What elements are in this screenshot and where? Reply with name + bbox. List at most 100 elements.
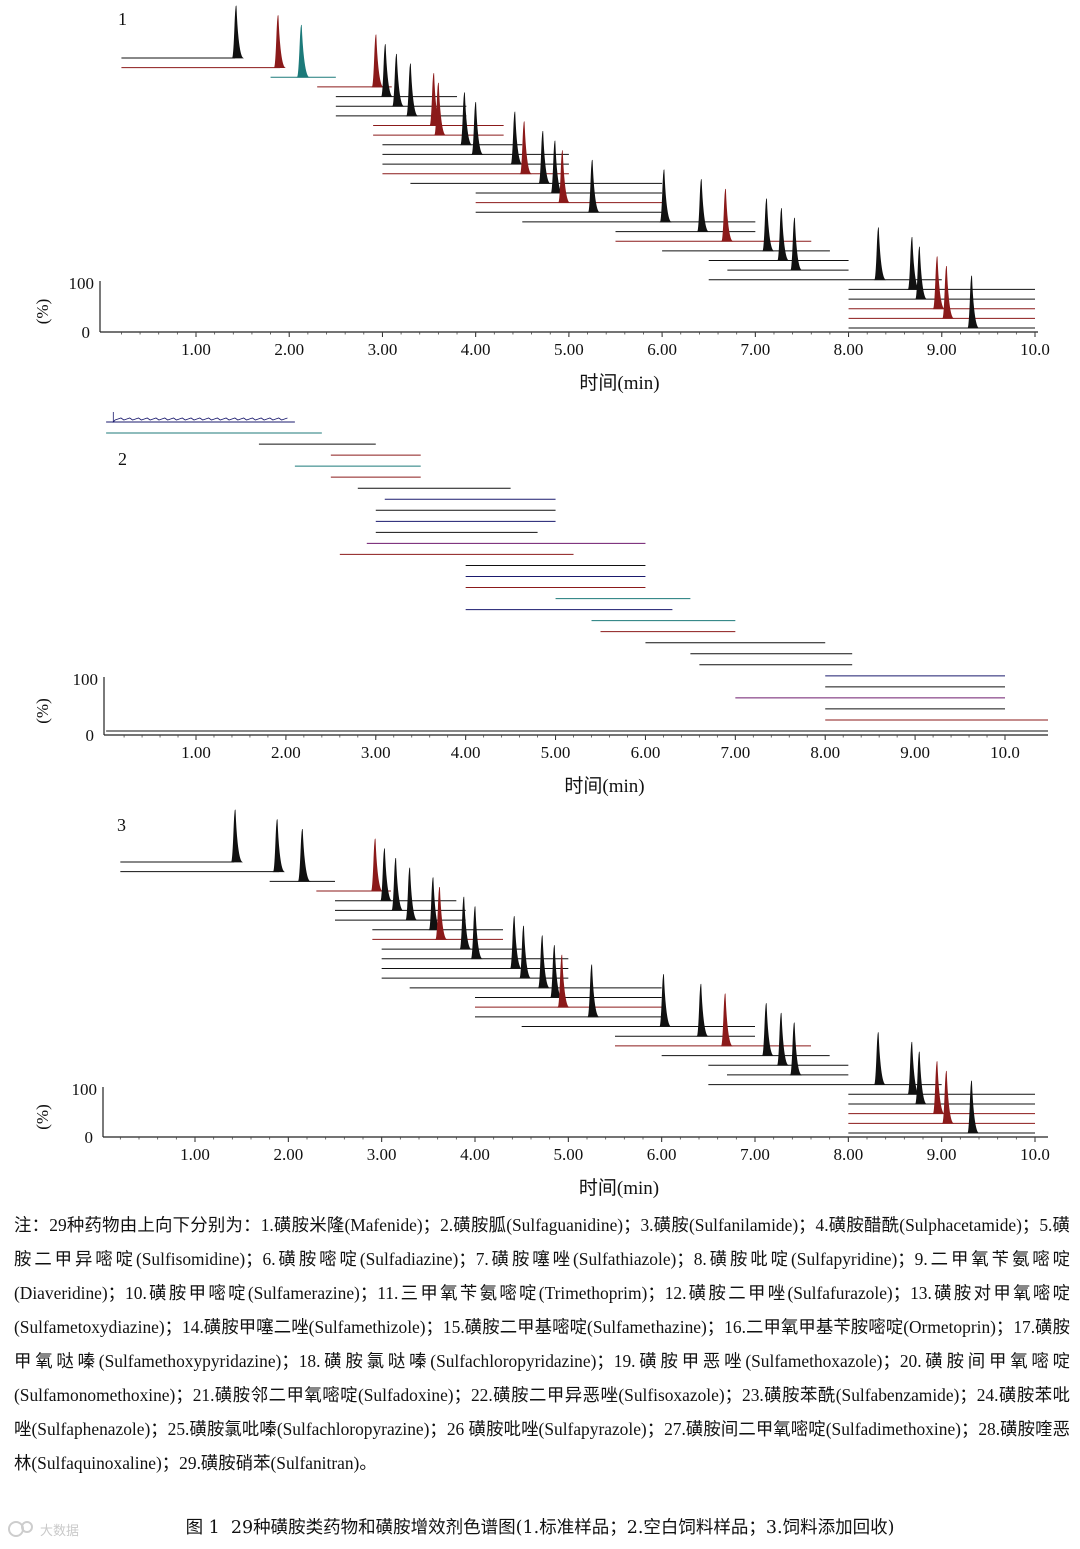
chromatogram-peak bbox=[557, 150, 571, 204]
chromatogram-peak bbox=[776, 1012, 789, 1066]
chromatogram-figure: 1 100 0 (%) 1.00 2.00 3.00 4.00 5.00 6.00 7.00 8.00… bbox=[33, 5, 1050, 1199]
chromatogram-peak bbox=[509, 916, 522, 969]
chromatogram-peak bbox=[230, 809, 243, 863]
x-tick-label: 3.00 bbox=[368, 340, 398, 359]
y-axis-label: (%) bbox=[33, 698, 52, 723]
chromatogram-peak bbox=[659, 169, 672, 223]
x-tick-label: 1.00 bbox=[181, 340, 211, 359]
caption-label: 图 1 bbox=[185, 1518, 220, 1538]
x-tick-label: 10.0 bbox=[1020, 340, 1050, 359]
x-tick-label: 6.00 bbox=[647, 1145, 677, 1164]
x-tick-label: 5.00 bbox=[541, 743, 571, 762]
figure-caption: 图 1 29种磺胺类药物和磺胺增效剂色谱图(1.标准样品；2.空白饲料样品；3.… bbox=[0, 1514, 1080, 1539]
chromatogram-peak bbox=[966, 1080, 980, 1134]
chromatogram-peak bbox=[761, 198, 775, 252]
noise-trace bbox=[112, 412, 288, 424]
chromatogram-peak bbox=[537, 935, 550, 989]
chromatogram-peak bbox=[907, 1041, 920, 1095]
y-tick-label: 100 bbox=[73, 670, 99, 689]
panel-label: 1 bbox=[118, 9, 127, 29]
chromatogram-peak bbox=[941, 1070, 955, 1124]
chromatogram-peak bbox=[296, 24, 310, 78]
figure-note: 注：29种药物由上向下分别为：1.磺胺米隆(Mafenide)；2.磺胺胍(Su… bbox=[14, 1208, 1070, 1480]
chromatogram-peak bbox=[471, 102, 484, 155]
chromatogram-peak bbox=[231, 5, 244, 59]
x-tick-label: 2.00 bbox=[274, 340, 304, 359]
x-axis-label: 时间(min) bbox=[564, 775, 644, 797]
chromatogram-peak bbox=[405, 63, 419, 117]
x-tick-label: 5.00 bbox=[553, 1145, 583, 1164]
x-tick-label: 1.00 bbox=[181, 743, 211, 762]
chromatogram-peak bbox=[273, 15, 286, 69]
chart-panel-2: 2 100 0 (%) 1.00 2.00 3.00 4.00 5.00 6.00 7.00 8.00… bbox=[33, 412, 1048, 797]
chromatogram-peak bbox=[761, 1003, 774, 1056]
y-tick-label: 100 bbox=[72, 1080, 98, 1099]
panel-label: 2 bbox=[118, 449, 127, 469]
chromatogram-peak bbox=[272, 819, 285, 873]
chart-panel-3: 3 100 0 (%) 1.00 2.00 3.00 4.00 5.00 6.00 7.00 8.00… bbox=[33, 809, 1050, 1199]
chromatogram-peak bbox=[433, 82, 447, 136]
chromatogram-peak bbox=[941, 265, 955, 319]
chromatogram-peak bbox=[519, 121, 532, 175]
y-tick-label: 100 bbox=[69, 274, 95, 293]
chromatogram-peak bbox=[789, 1022, 802, 1076]
x-tick-label: 7.00 bbox=[740, 340, 770, 359]
chromatogram-peak bbox=[873, 227, 887, 281]
x-tick-label: 3.00 bbox=[361, 743, 391, 762]
chromatogram-peak bbox=[370, 838, 383, 892]
chromatogram-peak bbox=[391, 53, 405, 107]
x-axis-label: 时间(min) bbox=[579, 372, 659, 394]
chromatogram-peak bbox=[380, 44, 394, 97]
x-tick-label: 2.00 bbox=[271, 743, 301, 762]
chromatogram-peak bbox=[932, 256, 945, 310]
chromatogram-peak bbox=[510, 111, 523, 165]
chromatogram-peak bbox=[587, 159, 600, 213]
y-tick-label: 0 bbox=[86, 726, 95, 745]
x-tick-label: 9.00 bbox=[900, 743, 930, 762]
chromatogram-peak bbox=[907, 237, 920, 290]
chromatogram-peak bbox=[550, 140, 563, 194]
x-tick-label: 8.00 bbox=[833, 1145, 863, 1164]
chromatogram-peak bbox=[459, 896, 472, 950]
chromatogram-peak bbox=[914, 1051, 928, 1105]
x-tick-label: 7.00 bbox=[720, 743, 750, 762]
x-tick-label: 8.00 bbox=[810, 743, 840, 762]
chromatogram-peak bbox=[932, 1061, 945, 1115]
chromatogram-peak bbox=[720, 188, 734, 242]
chart-panel-1: 1 100 0 (%) 1.00 2.00 3.00 4.00 5.00 6.00 7.00 8.00… bbox=[33, 5, 1050, 394]
chromatogram-peak bbox=[518, 925, 532, 979]
watermark: 大数据 bbox=[6, 1514, 136, 1544]
chromatogram-peak bbox=[470, 906, 483, 960]
x-tick-label: 4.00 bbox=[461, 340, 491, 359]
chromatogram-peak bbox=[789, 217, 803, 271]
caption-text: 29种磺胺类药物和磺胺增效剂色谱图(1.标准样品；2.空白饲料样品；3.饲料添加… bbox=[230, 1518, 895, 1538]
x-axis-label: 时间(min) bbox=[579, 1177, 659, 1199]
chromatogram-peak bbox=[405, 867, 418, 921]
x-tick-label: 10.0 bbox=[990, 743, 1020, 762]
chromatogram-peak bbox=[776, 208, 790, 261]
chromatogram-peak bbox=[434, 887, 448, 940]
y-axis-label: (%) bbox=[33, 299, 52, 324]
x-tick-label: 2.00 bbox=[273, 1145, 303, 1164]
chromatogram-peak bbox=[696, 983, 709, 1037]
y-axis-label: (%) bbox=[33, 1104, 52, 1129]
x-tick-label: 3.00 bbox=[367, 1145, 397, 1164]
x-tick-label: 9.00 bbox=[927, 1145, 957, 1164]
watermark-text: 大数据 bbox=[40, 1523, 80, 1539]
x-tick-label: 9.00 bbox=[927, 340, 957, 359]
x-tick-label: 6.00 bbox=[647, 340, 677, 359]
watermark-logo-icon bbox=[8, 1521, 33, 1537]
x-tick-label: 6.00 bbox=[631, 743, 661, 762]
x-tick-label: 1.00 bbox=[180, 1145, 210, 1164]
y-tick-label: 0 bbox=[85, 1128, 94, 1147]
x-tick-label: 10.0 bbox=[1020, 1145, 1050, 1164]
x-tick-label: 5.00 bbox=[554, 340, 584, 359]
chromatogram-peak bbox=[371, 34, 384, 88]
x-tick-label: 4.00 bbox=[460, 1145, 490, 1164]
panel-label: 3 bbox=[117, 815, 126, 835]
chromatogram-peak bbox=[538, 130, 551, 184]
chromatogram-peak bbox=[967, 275, 980, 329]
x-tick-label: 7.00 bbox=[740, 1145, 770, 1164]
x-tick-label: 4.00 bbox=[451, 743, 481, 762]
note-label: 注： bbox=[14, 1215, 50, 1235]
